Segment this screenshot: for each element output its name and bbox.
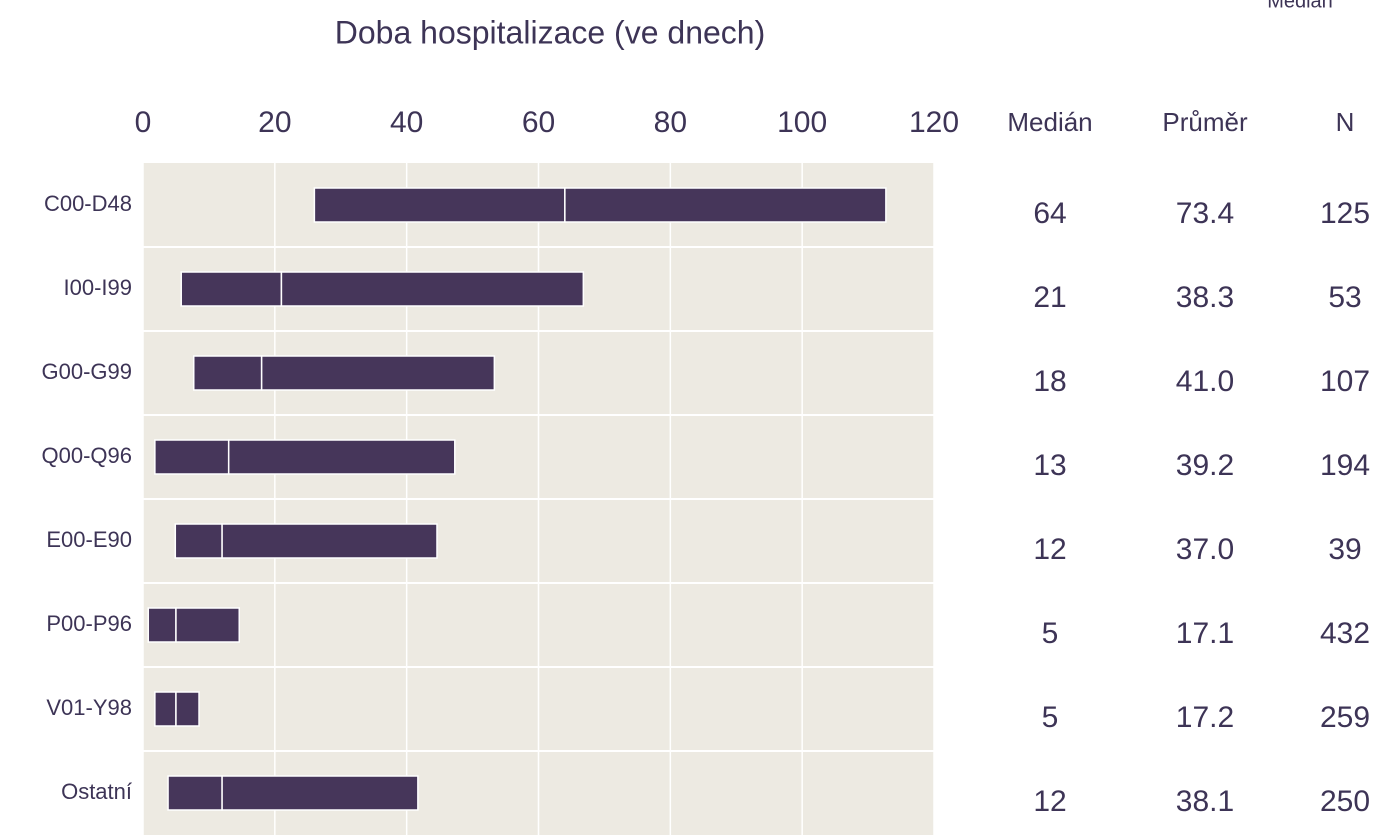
n-cell: 53 [1328,281,1361,314]
median-cell: 18 [1033,365,1066,398]
x-tick-label: 0 [135,106,152,139]
n-cell: 194 [1320,449,1370,482]
n-cell: 432 [1320,617,1370,650]
mean-cell: 38.3 [1176,281,1234,314]
table-header: N [1336,107,1355,137]
chart-title: Doba hospitalizace (ve dnech) [335,14,765,50]
mean-cell: 37.0 [1176,533,1234,566]
range-lower [154,691,177,727]
range-lower [193,355,263,391]
median-cell: 64 [1033,197,1066,230]
n-cell: 250 [1320,785,1370,818]
median-cell: 12 [1033,785,1066,818]
y-tick-label: E00-E90 [46,527,132,552]
median-cell: 13 [1033,449,1066,482]
mean-cell: 41.0 [1176,365,1234,398]
x-tick-label: 100 [777,106,827,139]
y-tick-label: Q00-Q96 [42,443,133,468]
mean-cell: 73.4 [1176,197,1234,230]
range-upper [221,523,438,559]
mean-cell: 39.2 [1176,449,1234,482]
median-cell: 21 [1033,281,1066,314]
range-upper [280,271,585,307]
range-upper [564,187,887,223]
x-tick-label: 120 [909,106,959,139]
range-lower [180,271,283,307]
table-header: Průměr [1162,107,1248,137]
mean-cell: 17.1 [1176,617,1234,650]
x-tick-label: 20 [258,106,291,139]
x-tick-label: 60 [522,106,555,139]
n-cell: 259 [1320,701,1370,734]
range-upper [175,691,200,727]
range-lower [313,187,566,223]
x-tick-label: 40 [390,106,423,139]
median-cell: 12 [1033,533,1066,566]
range-upper [260,355,496,391]
range-lower [147,607,177,643]
y-tick-label: P00-P96 [46,611,132,636]
y-tick-label: Ostatní [61,779,132,804]
table-header: Medián [1007,107,1092,137]
legend-label: Medián [1267,0,1333,12]
range-upper [227,439,456,475]
n-cell: 39 [1328,533,1361,566]
range-upper [175,607,240,643]
range-lower [174,523,223,559]
y-tick-label: I00-I99 [64,275,133,300]
range-lower [167,775,223,811]
y-tick-label: C00-D48 [44,191,132,216]
mean-cell: 17.2 [1176,701,1234,734]
range-upper [221,775,419,811]
x-tick-label: 80 [654,106,687,139]
range-lower [154,439,230,475]
y-tick-label: G00-G99 [42,359,133,384]
n-cell: 125 [1320,197,1370,230]
median-cell: 5 [1042,701,1059,734]
median-cell: 5 [1042,617,1059,650]
n-cell: 107 [1320,365,1370,398]
mean-cell: 38.1 [1176,785,1234,818]
y-tick-label: V01-Y98 [46,695,132,720]
